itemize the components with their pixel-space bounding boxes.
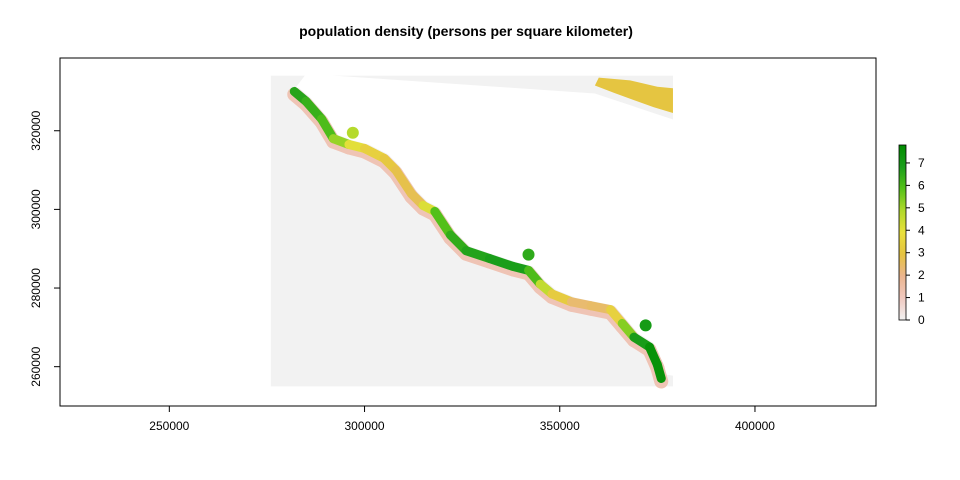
raster-coast-segment xyxy=(652,360,666,383)
colorbar-tick-label: 1 xyxy=(918,291,925,305)
chart-title: population density (persons per square k… xyxy=(299,23,633,39)
y-tick-label: 320000 xyxy=(29,110,43,150)
raster-coast-segment xyxy=(391,165,416,199)
colorbar-tick-label: 3 xyxy=(918,246,925,260)
raster-layer xyxy=(270,73,692,389)
y-tick-label: 300000 xyxy=(29,189,43,229)
raster-coast-segment xyxy=(430,206,455,240)
colorbar xyxy=(898,144,907,321)
colorbar-legend: 0 1 2 3 4 5 6 7 xyxy=(898,144,925,327)
colorbar-tick-label: 7 xyxy=(918,156,925,170)
raster-inlet-cell xyxy=(346,126,359,139)
raster-inlet-cell xyxy=(522,248,535,261)
y-tick-label: 280000 xyxy=(29,268,43,308)
y-axis: 260000 280000 300000 320000 xyxy=(29,110,61,387)
x-tick-label: 300000 xyxy=(345,419,385,433)
raster-inlet-cell xyxy=(639,319,652,332)
raster-upper-right-band xyxy=(594,77,673,114)
colorbar-tick-label: 4 xyxy=(918,223,925,237)
colorbar-tick-label: 0 xyxy=(918,313,925,327)
colorbar-tick-label: 6 xyxy=(918,178,925,192)
x-tick-label: 350000 xyxy=(540,419,580,433)
colorbar-tick-label: 5 xyxy=(918,201,925,215)
colorbar-tick-label: 2 xyxy=(918,268,925,282)
y-tick-label: 260000 xyxy=(29,346,43,386)
x-tick-label: 400000 xyxy=(735,419,775,433)
x-axis: 250000 300000 350000 400000 xyxy=(149,405,775,433)
raster-sea xyxy=(294,73,692,379)
x-tick-label: 250000 xyxy=(149,419,189,433)
